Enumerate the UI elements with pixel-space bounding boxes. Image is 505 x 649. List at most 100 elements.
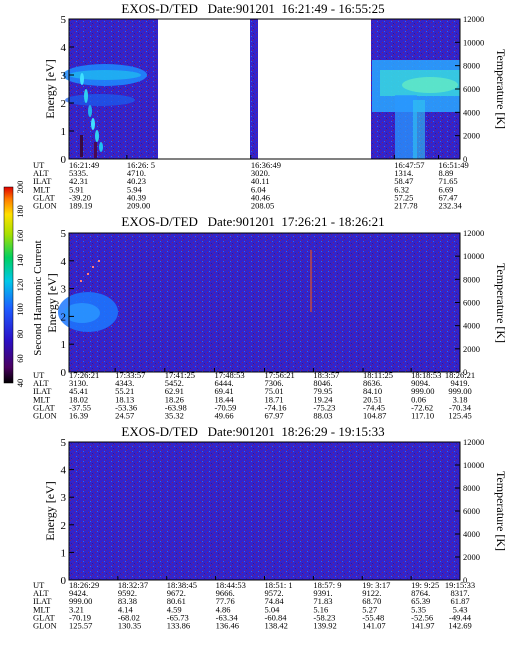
- table-cell: 138.42: [265, 621, 288, 631]
- colorbar-tick-label: 140: [15, 254, 25, 267]
- table-cell: 79.95: [313, 386, 332, 396]
- ytick-label: 3: [61, 70, 67, 82]
- row-label: GLAT: [33, 192, 56, 202]
- ytick-right-label: 12000: [463, 14, 484, 24]
- row-label: ALT: [33, 168, 50, 178]
- table-cell: 17:56:21: [265, 370, 295, 380]
- ytick-label: 5: [61, 228, 67, 240]
- table-cell: -39.20: [69, 192, 91, 202]
- table-cell: 8317.: [450, 588, 469, 598]
- ytick-label: 4: [61, 256, 67, 268]
- streak-dark: [80, 135, 83, 157]
- table-cell: 58.47: [394, 176, 413, 186]
- table-cell: 9424.: [69, 588, 88, 598]
- table-cell: 17:33:57: [115, 370, 145, 380]
- row-label: ILAT: [33, 596, 52, 606]
- ytick-right-label: 10000: [463, 37, 484, 47]
- colorbar-tick-label: 60: [15, 354, 25, 363]
- table-cell: -53.36: [115, 402, 137, 412]
- table-cell: 57.25: [394, 192, 413, 202]
- table-cell: 104.87: [363, 411, 386, 421]
- table-cell: 208.05: [251, 201, 274, 211]
- ytick-right-label: 10000: [463, 460, 484, 470]
- table-cell: 75.01: [265, 386, 284, 396]
- streak: [91, 118, 95, 130]
- ytick-label: 2: [61, 311, 67, 323]
- table-cell: 16:36:49: [251, 160, 281, 170]
- table-cell: 5.35: [411, 604, 426, 614]
- table-cell: 17:48:53: [214, 370, 244, 380]
- table-cell: 125.57: [69, 621, 92, 631]
- ytick-right-label: 2000: [463, 344, 480, 354]
- ytick-right-label: 2000: [463, 552, 480, 562]
- ytick-right-label: 10000: [463, 251, 484, 261]
- table-cell: -70.34: [449, 402, 472, 412]
- table-cell: 16:21:49: [69, 160, 99, 170]
- table-cell: 133.86: [167, 621, 190, 631]
- table-cell: 19.24: [313, 394, 333, 404]
- panel-1-data-gap: [258, 19, 371, 159]
- table-cell: 5.16: [313, 604, 328, 614]
- table-cell: 42.31: [69, 176, 88, 186]
- panel-3: EXOS-D/TED Date:901201 18:26:29 - 19:15:…: [33, 424, 505, 631]
- ytick-label: 0: [61, 154, 67, 166]
- boundary-lower-band: [395, 95, 417, 159]
- table-cell: 16:26: 5: [127, 160, 155, 170]
- table-cell: 4.59: [167, 604, 182, 614]
- table-cell: 8764.: [411, 588, 430, 598]
- colorbar-ticks: 40 60 80 100 120 140 160 180 200: [15, 181, 25, 388]
- panel-3-background: [69, 442, 460, 580]
- table-cell: 55.21: [115, 386, 134, 396]
- colorbar-tick-label: 80: [15, 330, 25, 339]
- table-cell: 18:57: 9: [313, 580, 341, 590]
- panel-1-plot-area: [63, 18, 461, 160]
- table-cell: 18:26:21: [445, 370, 475, 380]
- ytick-label: 0: [61, 575, 67, 587]
- table-cell: 5335.: [69, 168, 88, 178]
- ytick-right-label: 0: [463, 154, 467, 164]
- table-cell: 999.00: [69, 596, 92, 606]
- table-cell: 18.71: [265, 394, 284, 404]
- table-cell: 7306.: [265, 378, 284, 388]
- panel-1-ylabel: Energy [eV]: [43, 59, 57, 118]
- row-label: MLT: [33, 184, 51, 194]
- row-label: MLT: [33, 394, 51, 404]
- table-cell: -70.19: [69, 612, 91, 622]
- colorbar-label: Second Harmonic Current: [32, 240, 44, 355]
- ytick-right-label: 8000: [463, 274, 480, 284]
- streak: [95, 130, 99, 142]
- ytick-label: 3: [61, 492, 67, 504]
- table-cell: 68.70: [362, 596, 381, 606]
- table-cell: 5.91: [69, 184, 84, 194]
- table-cell: -52.56: [411, 612, 433, 622]
- table-cell: -63.34: [216, 612, 239, 622]
- table-cell: 5.27: [362, 604, 377, 614]
- table-cell: 4.86: [216, 604, 231, 614]
- table-cell: 3.21: [69, 604, 84, 614]
- panel-2-ion-patch-core: [64, 303, 100, 323]
- table-cell: 18:38:45: [167, 580, 197, 590]
- table-cell: 24.57: [115, 411, 134, 421]
- table-cell: 5.04: [265, 604, 281, 614]
- ytick-right-label: 8000: [463, 61, 480, 71]
- table-cell: -60.84: [265, 612, 288, 622]
- table-cell: 6.69: [438, 184, 453, 194]
- table-cell: -74.16: [265, 402, 287, 412]
- streak: [99, 142, 103, 152]
- table-cell: 9672.: [167, 588, 186, 598]
- colorbar-scale: [3, 186, 14, 384]
- table-cell: 9572.: [265, 588, 284, 598]
- table-cell: 3.18: [453, 394, 468, 404]
- ytick-label: 4: [61, 42, 67, 54]
- table-cell: -55.48: [362, 612, 384, 622]
- table-cell: 9666.: [216, 588, 235, 598]
- table-cell: 1314.: [394, 168, 413, 178]
- table-cell: 9592.: [118, 588, 137, 598]
- ytick-right-label: 2000: [463, 131, 480, 141]
- colorbar-tick-label: 180: [15, 205, 25, 218]
- panel-2-ylabel-right: Temperature [K]: [494, 263, 505, 343]
- table-cell: 18:3:57: [313, 370, 339, 380]
- table-cell: 18.13: [115, 394, 134, 404]
- colorbar-tick-label: 200: [15, 181, 25, 194]
